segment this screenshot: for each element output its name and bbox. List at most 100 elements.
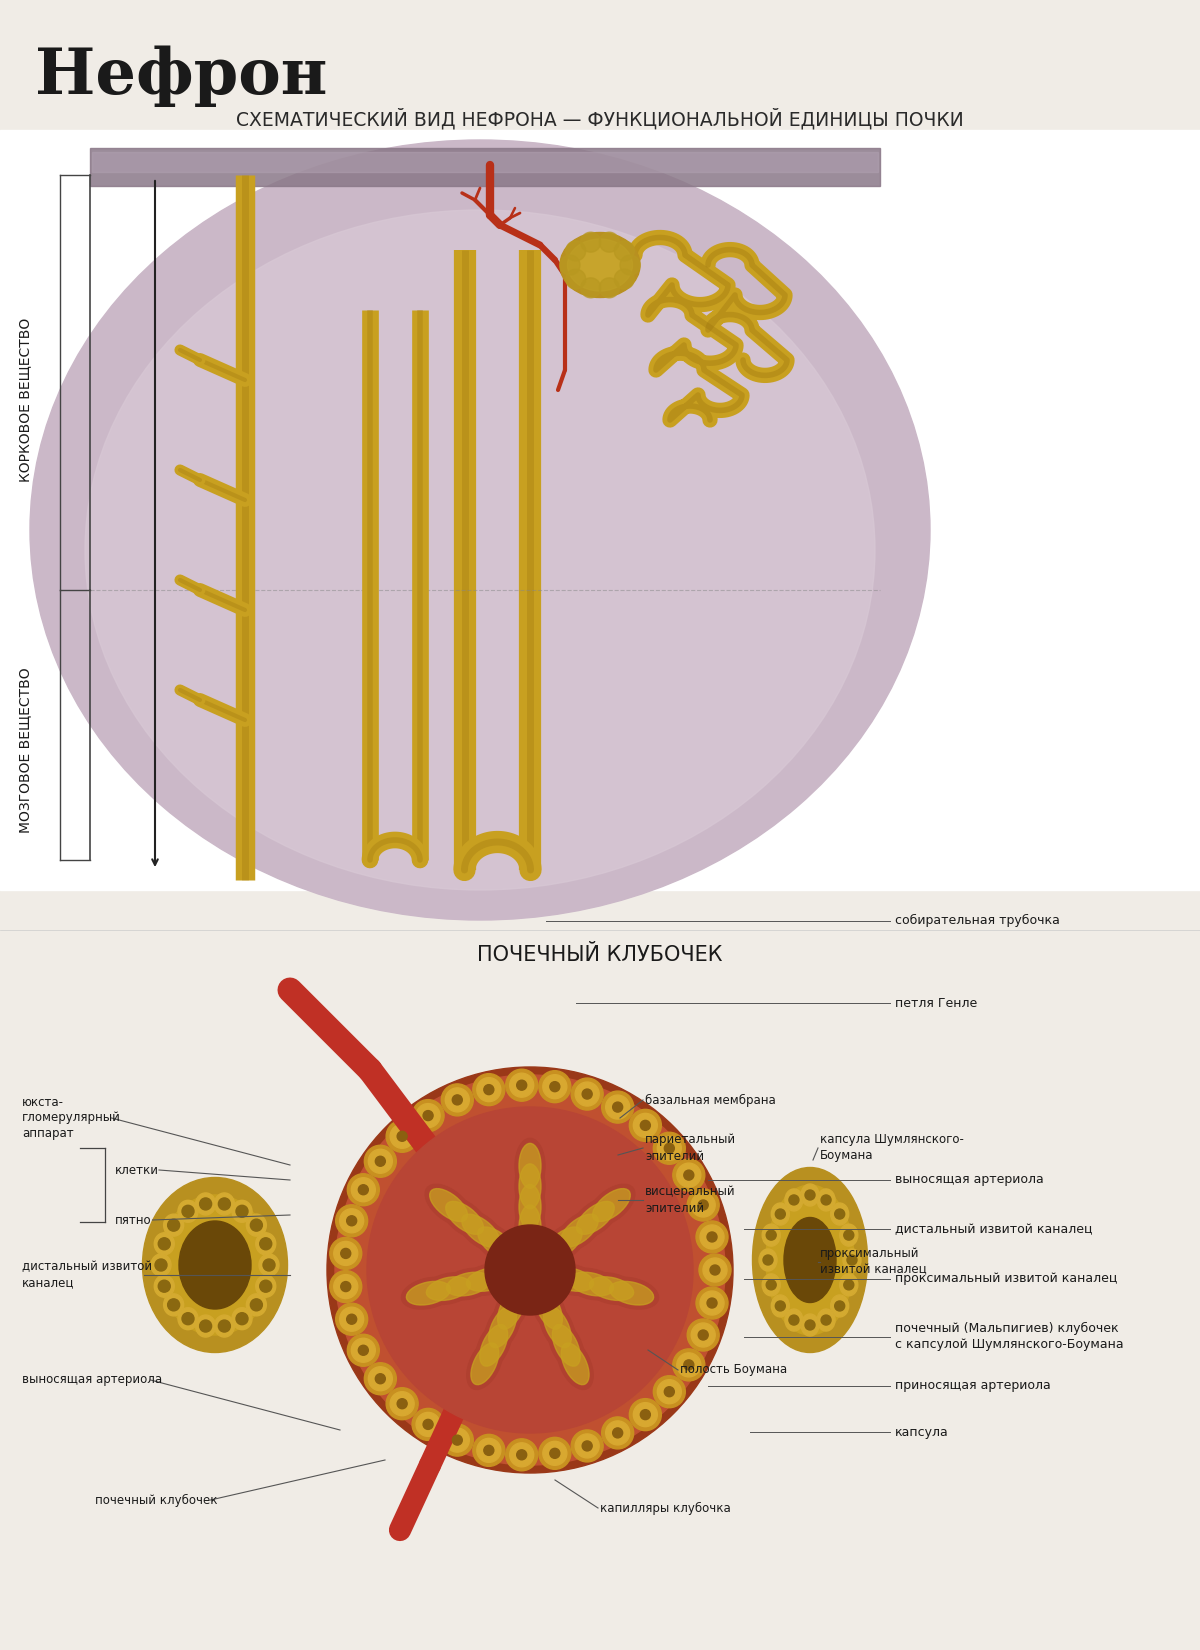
Circle shape [821, 1195, 832, 1204]
Text: МОЗГОВОЕ ВЕЩЕСТВО: МОЗГОВОЕ ВЕЩЕСТВО [18, 667, 32, 833]
Ellipse shape [498, 1287, 526, 1330]
Circle shape [236, 1204, 248, 1218]
Circle shape [658, 1379, 682, 1404]
Text: висцеральный
эпителий: висцеральный эпителий [646, 1185, 736, 1214]
Circle shape [236, 1313, 248, 1325]
Circle shape [517, 1450, 527, 1460]
Ellipse shape [785, 1190, 803, 1211]
Circle shape [698, 1330, 708, 1340]
Circle shape [542, 1442, 566, 1465]
Bar [0, 130, 1200, 889]
Text: собирательная трубочка: собирательная трубочка [895, 914, 1060, 927]
Circle shape [505, 1069, 538, 1101]
Circle shape [775, 1209, 785, 1219]
Circle shape [665, 1143, 674, 1153]
Text: Нефрон: Нефрон [35, 45, 328, 107]
Ellipse shape [526, 1269, 553, 1310]
Circle shape [658, 1137, 682, 1160]
Circle shape [397, 1399, 407, 1409]
Circle shape [550, 1449, 560, 1459]
Circle shape [565, 269, 586, 289]
Ellipse shape [772, 1295, 790, 1317]
Circle shape [601, 1417, 634, 1449]
Ellipse shape [246, 1294, 266, 1315]
Ellipse shape [163, 1294, 184, 1315]
Ellipse shape [545, 1228, 582, 1261]
Ellipse shape [515, 1221, 545, 1275]
Ellipse shape [522, 1264, 558, 1315]
Circle shape [484, 1084, 494, 1094]
Circle shape [168, 1299, 180, 1310]
Circle shape [259, 1280, 271, 1292]
Circle shape [336, 1204, 367, 1238]
Circle shape [684, 1360, 694, 1370]
Ellipse shape [215, 1193, 234, 1214]
Ellipse shape [772, 1203, 790, 1224]
Circle shape [805, 1320, 815, 1330]
Ellipse shape [442, 1198, 488, 1239]
Circle shape [340, 1307, 364, 1332]
Text: капсула: капсула [895, 1426, 949, 1439]
Text: почечный (Мальпигиев) клубочек
с капсулой Шумлянского-Боумана: почечный (Мальпигиев) клубочек с капсуло… [895, 1322, 1123, 1351]
Circle shape [397, 1132, 407, 1142]
Ellipse shape [784, 1218, 836, 1302]
Circle shape [677, 1163, 701, 1186]
Ellipse shape [179, 1221, 251, 1308]
Text: капилляры клубочка: капилляры клубочка [600, 1502, 731, 1515]
Circle shape [390, 1124, 414, 1148]
Circle shape [476, 1077, 500, 1102]
Circle shape [673, 1158, 704, 1191]
Ellipse shape [520, 1163, 541, 1209]
Circle shape [653, 1376, 685, 1407]
Ellipse shape [481, 1259, 535, 1290]
Circle shape [347, 1173, 379, 1206]
Circle shape [641, 1120, 650, 1130]
Circle shape [766, 1280, 776, 1290]
Ellipse shape [605, 1277, 659, 1308]
Circle shape [665, 1386, 674, 1396]
Ellipse shape [752, 1168, 868, 1353]
Circle shape [376, 1374, 385, 1384]
Ellipse shape [523, 1236, 571, 1277]
Circle shape [416, 1412, 440, 1437]
Ellipse shape [259, 1254, 278, 1275]
Ellipse shape [560, 1214, 598, 1247]
Ellipse shape [478, 1228, 516, 1261]
Ellipse shape [493, 1282, 529, 1333]
Circle shape [330, 1238, 361, 1269]
Ellipse shape [557, 1338, 593, 1389]
Text: дистальный извитой
каналец: дистальный извитой каналец [22, 1261, 152, 1290]
Circle shape [700, 1224, 724, 1249]
Circle shape [691, 1323, 715, 1346]
Circle shape [452, 1436, 462, 1445]
Text: почечный клубочек: почечный клубочек [95, 1493, 217, 1506]
Circle shape [763, 1256, 773, 1266]
Text: базальная мембрана: базальная мембрана [646, 1094, 775, 1107]
Circle shape [641, 1409, 650, 1419]
Text: капсула Шумлянского-
Боумана: капсула Шумлянского- Боумана [820, 1134, 964, 1163]
Circle shape [452, 1096, 462, 1106]
Ellipse shape [520, 1226, 541, 1270]
Ellipse shape [467, 1338, 503, 1389]
Circle shape [629, 1399, 661, 1431]
Circle shape [581, 233, 601, 252]
Circle shape [445, 1087, 469, 1112]
Circle shape [336, 1304, 367, 1335]
Ellipse shape [572, 1198, 619, 1239]
Circle shape [766, 1231, 776, 1241]
Text: клетки: клетки [115, 1163, 158, 1176]
Ellipse shape [490, 1236, 536, 1277]
Circle shape [330, 1270, 361, 1302]
Ellipse shape [196, 1193, 216, 1214]
Ellipse shape [196, 1315, 216, 1337]
Ellipse shape [457, 1209, 504, 1251]
Circle shape [340, 1209, 364, 1233]
Circle shape [442, 1084, 473, 1115]
Circle shape [352, 1338, 376, 1363]
Circle shape [565, 241, 586, 261]
Ellipse shape [515, 1138, 545, 1193]
Circle shape [259, 1238, 271, 1249]
Circle shape [788, 1195, 799, 1204]
Circle shape [599, 277, 619, 299]
Ellipse shape [143, 1178, 288, 1353]
